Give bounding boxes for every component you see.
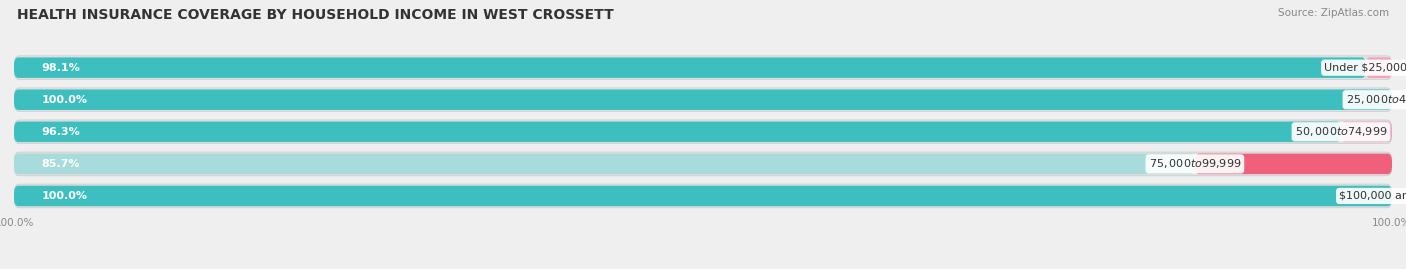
FancyBboxPatch shape [14,120,1392,144]
Text: HEALTH INSURANCE COVERAGE BY HOUSEHOLD INCOME IN WEST CROSSETT: HEALTH INSURANCE COVERAGE BY HOUSEHOLD I… [17,8,613,22]
Text: 98.1%: 98.1% [42,63,80,73]
Text: $50,000 to $74,999: $50,000 to $74,999 [1295,125,1388,138]
FancyBboxPatch shape [1195,154,1392,174]
Text: 100.0%: 100.0% [42,191,87,201]
FancyBboxPatch shape [14,57,1365,78]
FancyBboxPatch shape [14,56,1392,80]
Text: Under $25,000: Under $25,000 [1324,63,1406,73]
Text: 96.3%: 96.3% [42,127,80,137]
Text: $25,000 to $49,999: $25,000 to $49,999 [1346,93,1406,106]
FancyBboxPatch shape [14,184,1392,208]
FancyBboxPatch shape [14,152,1392,176]
FancyBboxPatch shape [14,90,1392,110]
FancyBboxPatch shape [14,154,1195,174]
FancyBboxPatch shape [14,88,1392,112]
Text: 100.0%: 100.0% [42,95,87,105]
Text: $75,000 to $99,999: $75,000 to $99,999 [1149,157,1241,170]
FancyBboxPatch shape [1341,122,1392,142]
Text: Source: ZipAtlas.com: Source: ZipAtlas.com [1278,8,1389,18]
Text: 85.7%: 85.7% [42,159,80,169]
FancyBboxPatch shape [1365,57,1392,78]
FancyBboxPatch shape [14,186,1392,206]
FancyBboxPatch shape [14,122,1341,142]
Text: $100,000 and over: $100,000 and over [1339,191,1406,201]
